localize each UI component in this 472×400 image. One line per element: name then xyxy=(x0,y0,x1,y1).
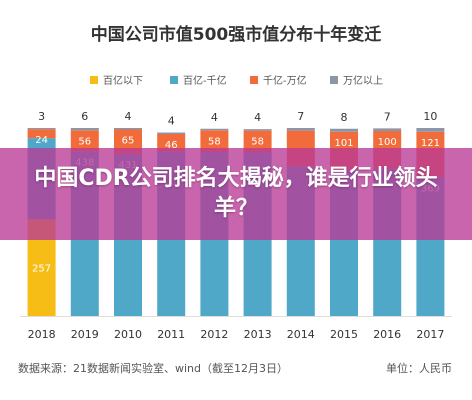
source-text: 数据来源：21数据新闻实验室、wind（截至12月3日） xyxy=(18,361,288,375)
bar-top-label: 8 xyxy=(341,111,348,124)
bar-totals: 3 6 4 4 4 4 7 8 7 10 xyxy=(38,110,437,128)
overlay-banner: 中国CDR公司排名大揭秘，谁是行业领头羊？ xyxy=(0,148,472,240)
bar-value-label: 46 xyxy=(165,140,178,151)
overlay-title: 中国CDR公司排名大揭秘，谁是行业领头羊？ xyxy=(34,166,438,221)
bar-value-label: 65 xyxy=(122,136,135,147)
bar-top-label: 4 xyxy=(125,110,132,123)
x-tick-label: 2011 xyxy=(157,328,185,341)
x-tick-label: 2014 xyxy=(287,328,315,341)
legend: 百亿以下 百亿-千亿 千亿-万亿 万亿以上 xyxy=(90,74,383,87)
x-tick-label: 2018 xyxy=(28,328,56,341)
x-axis: 2018 2019 2010 2011 2012 2013 2014 2015 2016 2017 xyxy=(20,316,452,341)
bar-segment xyxy=(243,130,272,153)
bar-top-label: 6 xyxy=(81,110,88,123)
bar-segment xyxy=(243,129,272,131)
bar-top-label: 3 xyxy=(38,110,45,123)
legend-swatch xyxy=(170,76,178,84)
x-tick-label: 2013 xyxy=(244,328,272,341)
x-tick-label: 2010 xyxy=(114,328,142,341)
bar-segment xyxy=(416,128,445,132)
bar-value-label: 56 xyxy=(78,136,91,147)
x-tick-label: 2015 xyxy=(330,328,358,341)
x-tick-label: 2016 xyxy=(373,328,401,341)
bar-value-label: 121 xyxy=(421,138,440,149)
legend-swatch xyxy=(330,76,338,84)
bar-value-label: 101 xyxy=(334,138,353,149)
bar-value-label: 58 xyxy=(208,136,221,147)
legend-label: 百亿以下 xyxy=(103,74,143,87)
legend-label: 万亿以上 xyxy=(343,74,383,87)
bar-segment xyxy=(70,130,99,152)
legend-label: 百亿-千亿 xyxy=(183,74,227,87)
x-tick-label: 2017 xyxy=(416,328,444,341)
bar-top-label: 10 xyxy=(423,110,437,123)
bar-segment xyxy=(27,128,56,130)
bar-top-label: 4 xyxy=(254,111,261,124)
bar-value-label: 100 xyxy=(378,137,397,148)
bar-value-label: 257 xyxy=(32,264,51,275)
bar-segment xyxy=(286,128,315,131)
bar-segment xyxy=(114,128,142,130)
x-tick-label: 2019 xyxy=(71,328,99,341)
x-tick-label: 2012 xyxy=(200,328,228,341)
bar-segment xyxy=(157,134,186,152)
bar-top-label: 4 xyxy=(211,111,218,124)
bar-segment xyxy=(27,129,56,139)
legend-swatch xyxy=(90,76,98,84)
chart-title: 中国公司市值500强市值分布十年变迁 xyxy=(91,24,382,45)
bar-segment xyxy=(200,128,229,131)
legend-label: 千亿-万亿 xyxy=(263,74,307,87)
bar-top-label: 7 xyxy=(297,110,304,123)
bar-segment xyxy=(373,128,402,132)
bar-segment xyxy=(200,130,229,153)
legend-swatch xyxy=(250,76,258,84)
bar-segment xyxy=(330,128,358,132)
bar-top-label: 4 xyxy=(168,115,175,128)
bar-value-label: 24 xyxy=(35,135,48,146)
bar-segment xyxy=(157,132,186,135)
bar-segment xyxy=(70,128,99,131)
unit-text: 单位：人民币 xyxy=(386,361,452,375)
bar-value-label: 58 xyxy=(251,137,264,148)
bar-top-label: 7 xyxy=(384,110,391,123)
